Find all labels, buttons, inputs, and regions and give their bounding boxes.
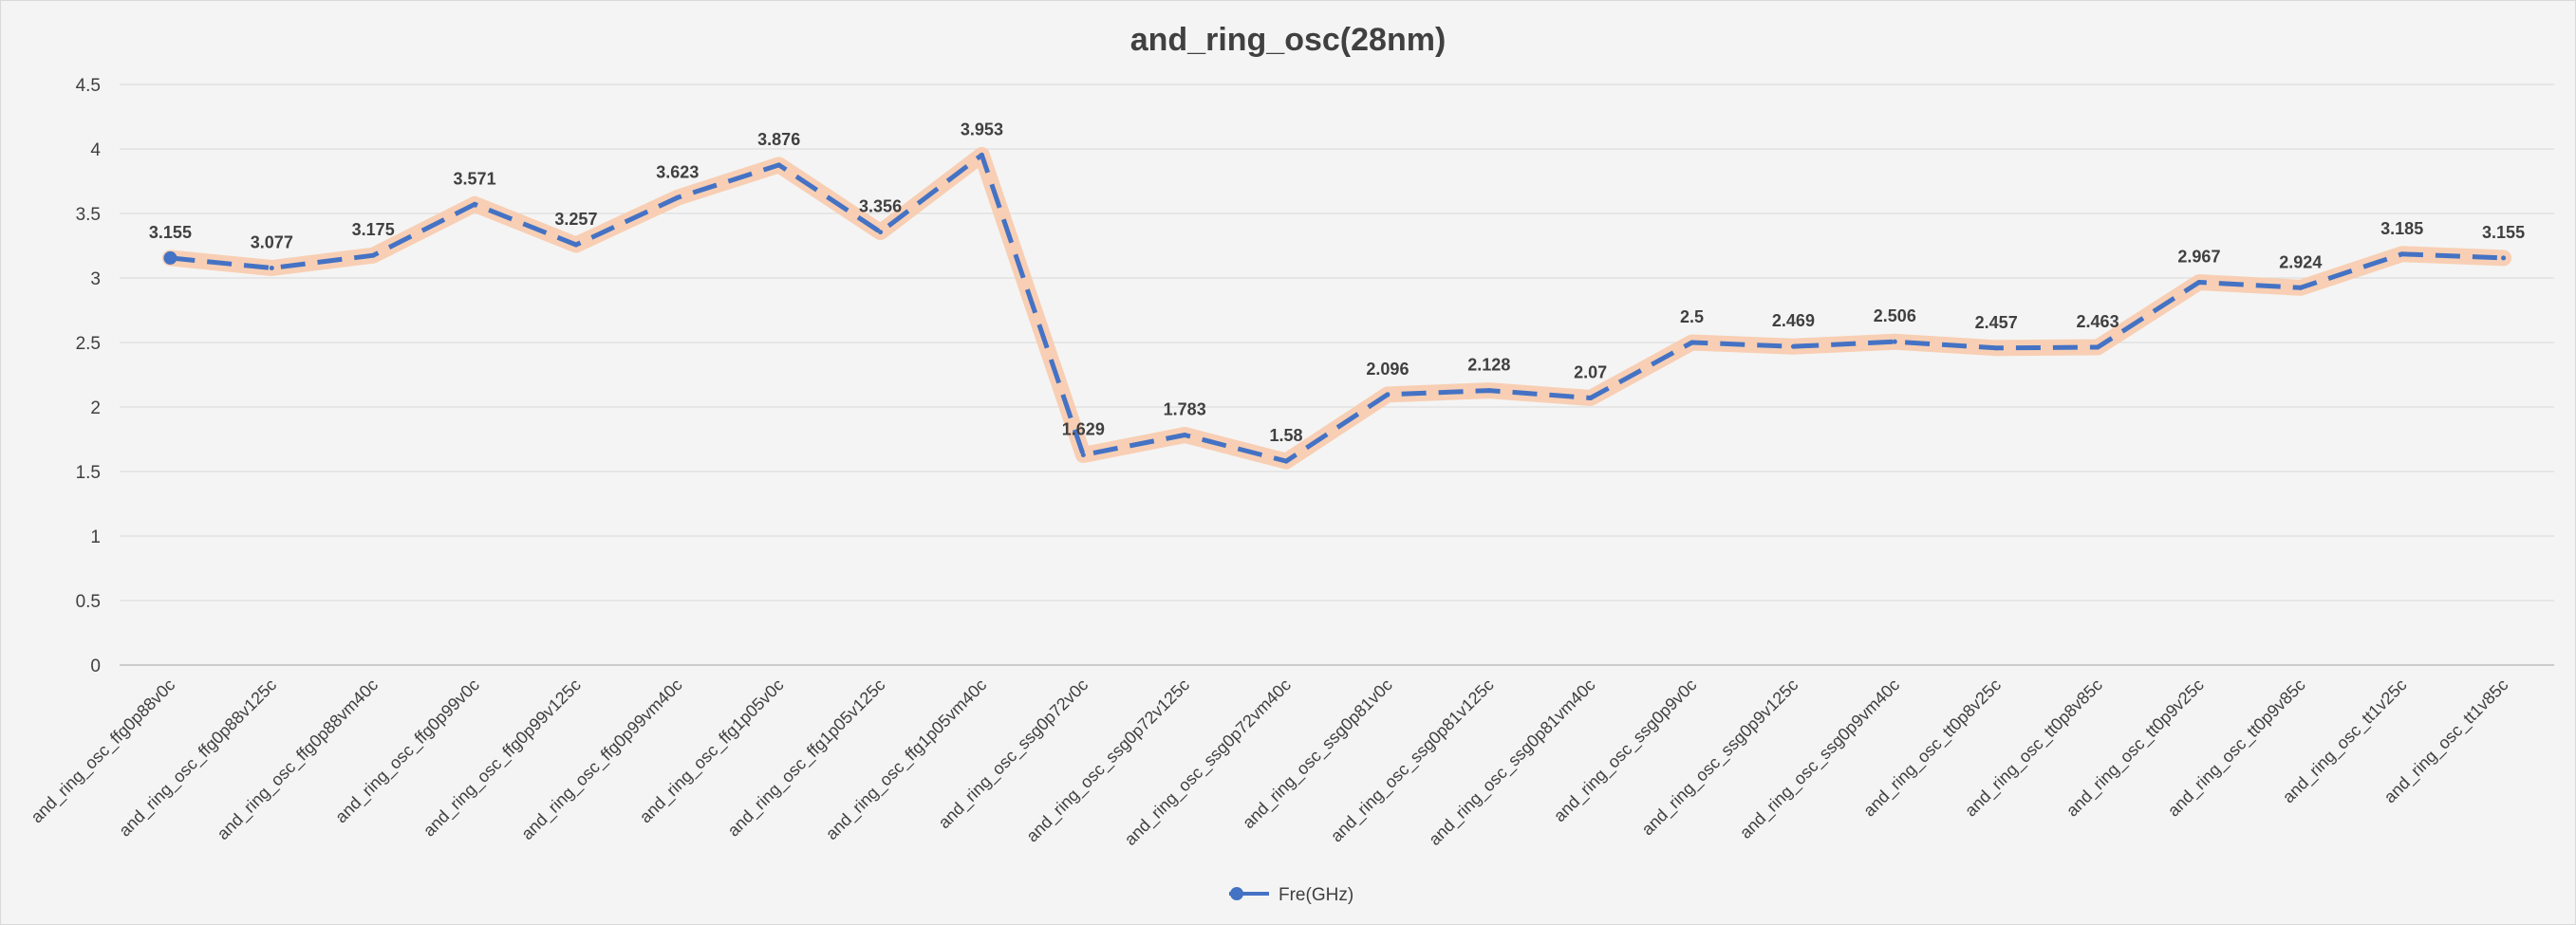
data-point [370, 252, 376, 258]
series-line [170, 152, 2504, 464]
x-tick-label: and_ring_osc_ssg0p9vm40c [1736, 675, 1904, 843]
y-tick-label: 2.5 [76, 334, 101, 354]
y-tick-label: 3.5 [76, 205, 101, 225]
gridlines [120, 83, 2554, 666]
legend-label: Fre(GHz) [1279, 885, 1353, 905]
x-axis-ticks: and_ring_osc_ffg0p88v0cand_ring_osc_ffg0… [28, 675, 2513, 850]
data-point [1588, 395, 1594, 400]
x-tick-label: and_ring_osc_ssg0p81v125c [1327, 675, 1498, 846]
data-label: 2.924 [2279, 252, 2322, 271]
y-tick-label: 2 [90, 398, 101, 418]
data-point [1892, 339, 1897, 344]
x-tick-label: and_ring_osc_ssg0p72vm40c [1121, 675, 1296, 850]
y-axis-ticks: 0 0.5 1 1.5 2 2.5 3 3.5 4 4.5 [76, 76, 102, 676]
data-point [675, 194, 681, 200]
data-point [2501, 255, 2507, 261]
y-tick-label: 1.5 [76, 463, 101, 483]
x-tick-label: and_ring_osc_ssg0p72v125c [1022, 675, 1193, 846]
y-tick-label: 0.5 [76, 592, 101, 612]
data-point [472, 201, 477, 207]
data-point [1182, 433, 1187, 438]
data-label: 1.783 [1164, 400, 1206, 419]
data-label: 2.07 [1574, 362, 1607, 381]
data-label: 3.257 [554, 210, 597, 229]
data-label: 3.175 [352, 220, 395, 239]
y-tick-label: 4.5 [76, 76, 101, 96]
data-point [163, 250, 177, 265]
x-tick-label: and_ring_osc_ffg0p99vm40c [517, 675, 686, 844]
data-point [1993, 345, 1999, 351]
data-point [573, 242, 579, 248]
series-fre-ghz [161, 146, 2512, 470]
data-label: 2.128 [1467, 356, 1510, 375]
data-point [269, 266, 274, 271]
data-point [2298, 285, 2304, 290]
data-label: 2.457 [1975, 313, 2018, 332]
x-tick-label: and_ring_osc_ffg1p05vm40c [822, 675, 991, 844]
data-label: 1.58 [1270, 426, 1303, 445]
data-point [878, 230, 884, 235]
data-point [1790, 343, 1796, 349]
data-label: 2.469 [1772, 311, 1815, 330]
legend-marker-icon [1230, 887, 1243, 900]
data-label: 3.077 [251, 233, 293, 252]
data-label: 3.571 [454, 169, 496, 188]
data-label: 2.096 [1366, 360, 1409, 379]
data-point [1689, 340, 1695, 345]
data-point [776, 162, 782, 168]
data-point [1283, 458, 1289, 464]
series-glow [161, 146, 2512, 470]
data-point [2196, 279, 2202, 285]
data-point [1385, 392, 1391, 398]
data-label: 2.967 [2177, 247, 2220, 266]
data-label: 3.155 [149, 223, 192, 242]
data-label: 3.356 [859, 197, 902, 216]
data-labels: 3.155 3.077 3.175 3.571 3.257 3.623 3.876 3.356… [149, 120, 2525, 445]
data-point [2399, 251, 2405, 257]
chart-title: and_ring_osc(28nm) [1130, 22, 1447, 58]
y-tick-label: 4 [90, 140, 101, 160]
y-tick-label: 0 [90, 657, 101, 676]
data-label: 3.623 [656, 162, 699, 181]
data-label: 2.506 [1874, 306, 1916, 325]
data-point [2095, 344, 2100, 350]
y-tick-label: 3 [90, 269, 101, 289]
data-label: 1.629 [1062, 419, 1105, 438]
data-point [1080, 452, 1086, 457]
x-tick-label: and_ring_osc_ffg0p88vm40c [214, 675, 383, 844]
data-label: 3.876 [757, 130, 800, 149]
data-point [1486, 388, 1492, 394]
data-label: 2.463 [2077, 312, 2119, 331]
data-label: 3.155 [2482, 223, 2525, 242]
data-label: 3.185 [2380, 219, 2423, 238]
x-tick-label: and_ring_osc_ssg0p81vm40c [1425, 675, 1599, 850]
y-tick-label: 1 [90, 527, 101, 547]
data-label: 3.953 [961, 120, 1003, 139]
data-label: 2.5 [1680, 307, 1704, 326]
data-point [979, 152, 984, 157]
legend[interactable]: Fre(GHz) [1229, 885, 1353, 905]
